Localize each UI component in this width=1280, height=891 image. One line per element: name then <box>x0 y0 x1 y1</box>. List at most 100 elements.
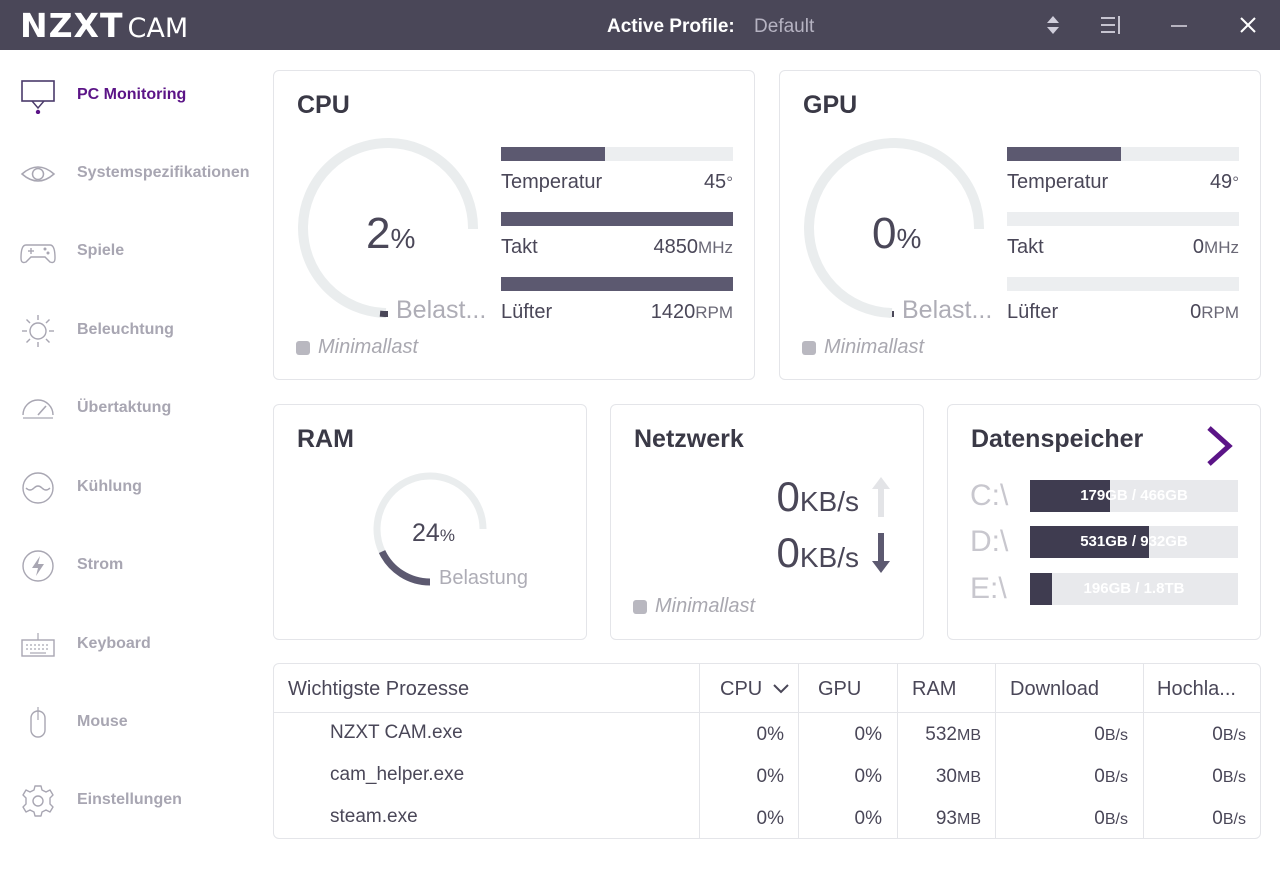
gpu-fan-bar <box>1007 277 1239 291</box>
gpu-card[interactable]: GPU 0% Belast... Minimallast Temperatur … <box>779 70 1261 380</box>
column-divider <box>897 664 898 838</box>
download-unit: B/s <box>1104 811 1128 828</box>
metric-value: 4850MHz <box>654 236 733 259</box>
chevron-right-icon[interactable] <box>1204 425 1234 467</box>
header-processes[interactable]: Wichtigste Prozesse <box>288 678 470 700</box>
menu-list-icon[interactable] <box>1098 13 1122 37</box>
sidebar-item-keyboard[interactable]: Keyboard <box>0 615 262 675</box>
sidebar-item-beleuchtung[interactable]: Beleuchtung <box>0 301 262 361</box>
drive-used: 531GB <box>1080 533 1128 550</box>
sidebar-item-label: Spiele <box>77 242 125 259</box>
metric-value: 49° <box>1210 171 1239 194</box>
process-upload: 0B/s <box>1143 766 1246 788</box>
process-download: 0B/s <box>995 808 1128 830</box>
process-upload: 0B/s <box>1143 724 1246 746</box>
storage-title: Datenspeicher <box>971 425 1144 453</box>
process-cpu: 0% <box>756 808 784 829</box>
header-cpu[interactable]: CPU <box>720 664 790 712</box>
cpu-status: Minimallast <box>296 336 418 359</box>
process-ram: 30MB <box>897 766 981 788</box>
gpu-load-unit: % <box>896 223 922 254</box>
metric-unit: MHz <box>1204 238 1239 257</box>
ram-card[interactable]: RAM 24% Belastung <box>273 404 587 640</box>
gamepad-icon <box>20 234 56 270</box>
upload-unit: B/s <box>1222 811 1246 828</box>
upload-unit: B/s <box>1222 769 1246 786</box>
metric-unit: ° <box>1232 173 1239 192</box>
sort-arrows-icon[interactable] <box>1041 13 1065 37</box>
upload-number: 0 <box>1212 766 1223 787</box>
sidebar-item-label: Keyboard <box>77 635 151 652</box>
download-number: 0 <box>776 529 800 576</box>
eye-icon <box>20 156 56 192</box>
metric-label: Lüfter <box>501 301 553 323</box>
sidebar-item-mouse[interactable]: Mouse <box>0 693 262 753</box>
metric-unit: MHz <box>698 238 733 257</box>
sidebar-item-spiele[interactable]: Spiele <box>0 222 262 282</box>
status-dot <box>296 340 310 355</box>
cpu-load-gauge <box>298 138 479 318</box>
sidebar-item-strom[interactable]: Strom <box>0 536 262 596</box>
ram-load-number: 24 <box>412 519 440 547</box>
drive-bar: 531GB / 932GB <box>1030 526 1238 558</box>
bar-fill <box>501 147 606 161</box>
status-dot <box>633 599 647 614</box>
cpu-load-number: 2 <box>366 209 391 258</box>
upload-unit: B/s <box>1222 727 1246 744</box>
sidebar-item-label: Strom <box>77 556 124 573</box>
cpu-status-text: Minimallast <box>318 336 419 358</box>
metric-number: 4850 <box>653 236 699 258</box>
drive-letter: D:\ <box>970 525 1009 558</box>
cpu-load-unit: % <box>390 223 416 254</box>
header-download[interactable]: Download <box>1010 678 1099 700</box>
speedometer-icon <box>20 391 56 427</box>
gauge-fill <box>378 549 431 586</box>
download-number: 0 <box>1094 766 1105 787</box>
process-gpu: 0% <box>854 808 882 829</box>
sidebar-item-label: Mouse <box>77 713 128 730</box>
download-unit: KB/s <box>799 542 859 573</box>
header-gpu[interactable]: GPU <box>818 678 862 700</box>
network-card[interactable]: Netzwerk 0 KB/s 0 KB/s Minimallast <box>610 404 924 640</box>
cpu-fan: Lüfter 1420RPM <box>501 277 733 323</box>
active-profile[interactable]: Active Profile: Default <box>607 16 814 38</box>
status-dot <box>802 340 816 355</box>
download-number: 0 <box>1094 724 1105 745</box>
process-gpu: 0% <box>854 724 882 745</box>
network-status: Minimallast <box>633 595 755 618</box>
process-gpu: 0% <box>854 766 882 787</box>
sidebar-item-label: Übertaktung <box>77 399 172 416</box>
sidebar-item-einstellungen[interactable]: Einstellungen <box>0 771 262 831</box>
gpu-temperature: Temperatur 49° <box>1007 147 1239 193</box>
drive-usage-text: 196GB / 1.8TB <box>1083 580 1185 597</box>
minimize-icon[interactable] <box>1167 13 1191 37</box>
logo-light: CAM <box>127 13 189 44</box>
sidebar-item-pc-monitoring[interactable]: PC Monitoring <box>0 66 262 126</box>
close-icon[interactable] <box>1236 13 1260 37</box>
mouse-icon <box>20 705 56 741</box>
header-ram[interactable]: RAM <box>912 678 957 700</box>
sidebar-item-systemspezifikationen[interactable]: Systemspezifikationen <box>0 144 262 204</box>
cpu-card[interactable]: CPU 2% Belast... Minimallast Temperatur … <box>273 70 755 380</box>
ram-number: 30 <box>935 766 957 787</box>
ram-unit: MB <box>957 811 981 828</box>
drive-bar: 196GB / 1.8TB <box>1030 573 1238 605</box>
sidebar-item-label: Beleuchtung <box>77 321 174 338</box>
drive-bar-fill <box>1030 526 1149 558</box>
metric-value: 0RPM <box>1190 301 1239 324</box>
sidebar-item-uebertaktung[interactable]: Übertaktung <box>0 379 262 439</box>
drive-bar: 179GB / 466GB <box>1030 480 1238 512</box>
ram-title: RAM <box>297 425 354 453</box>
sidebar-item-kuehlung[interactable]: Kühlung <box>0 458 262 518</box>
upload-number: 0 <box>1212 724 1223 745</box>
gpu-status: Minimallast <box>802 336 924 359</box>
sidebar-item-label: Systemspezifikationen <box>77 164 250 181</box>
metric-label: Lüfter <box>1007 301 1059 323</box>
storage-card[interactable]: Datenspeicher C:\ 179GB / 466GB D:\ 531G… <box>947 404 1261 640</box>
gpu-load-label: Belast... <box>902 296 993 324</box>
header-upload[interactable]: Hochla... <box>1157 678 1236 700</box>
profile-value[interactable]: Default <box>754 16 815 37</box>
process-ram: 532MB <box>897 724 981 746</box>
column-divider <box>699 664 700 838</box>
gpu-temperature-bar <box>1007 147 1239 161</box>
